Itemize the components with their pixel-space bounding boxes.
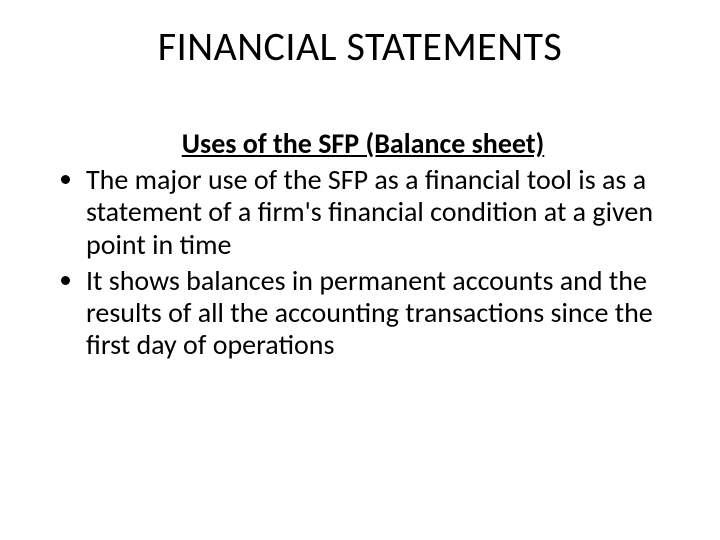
slide-title: FINANCIAL STATEMENTS [0, 22, 720, 71]
slide: FINANCIAL STATEMENTS Uses of the SFP (Ba… [0, 0, 720, 540]
list-item: The major use of the SFP as a financial … [86, 164, 668, 261]
bullet-list: The major use of the SFP as a financial … [58, 164, 668, 361]
slide-subtitle: Uses of the SFP (Balance sheet) [58, 128, 668, 160]
list-item: It shows balances in permanent accounts … [86, 265, 668, 362]
slide-body: Uses of the SFP (Balance sheet) The majo… [58, 128, 668, 365]
